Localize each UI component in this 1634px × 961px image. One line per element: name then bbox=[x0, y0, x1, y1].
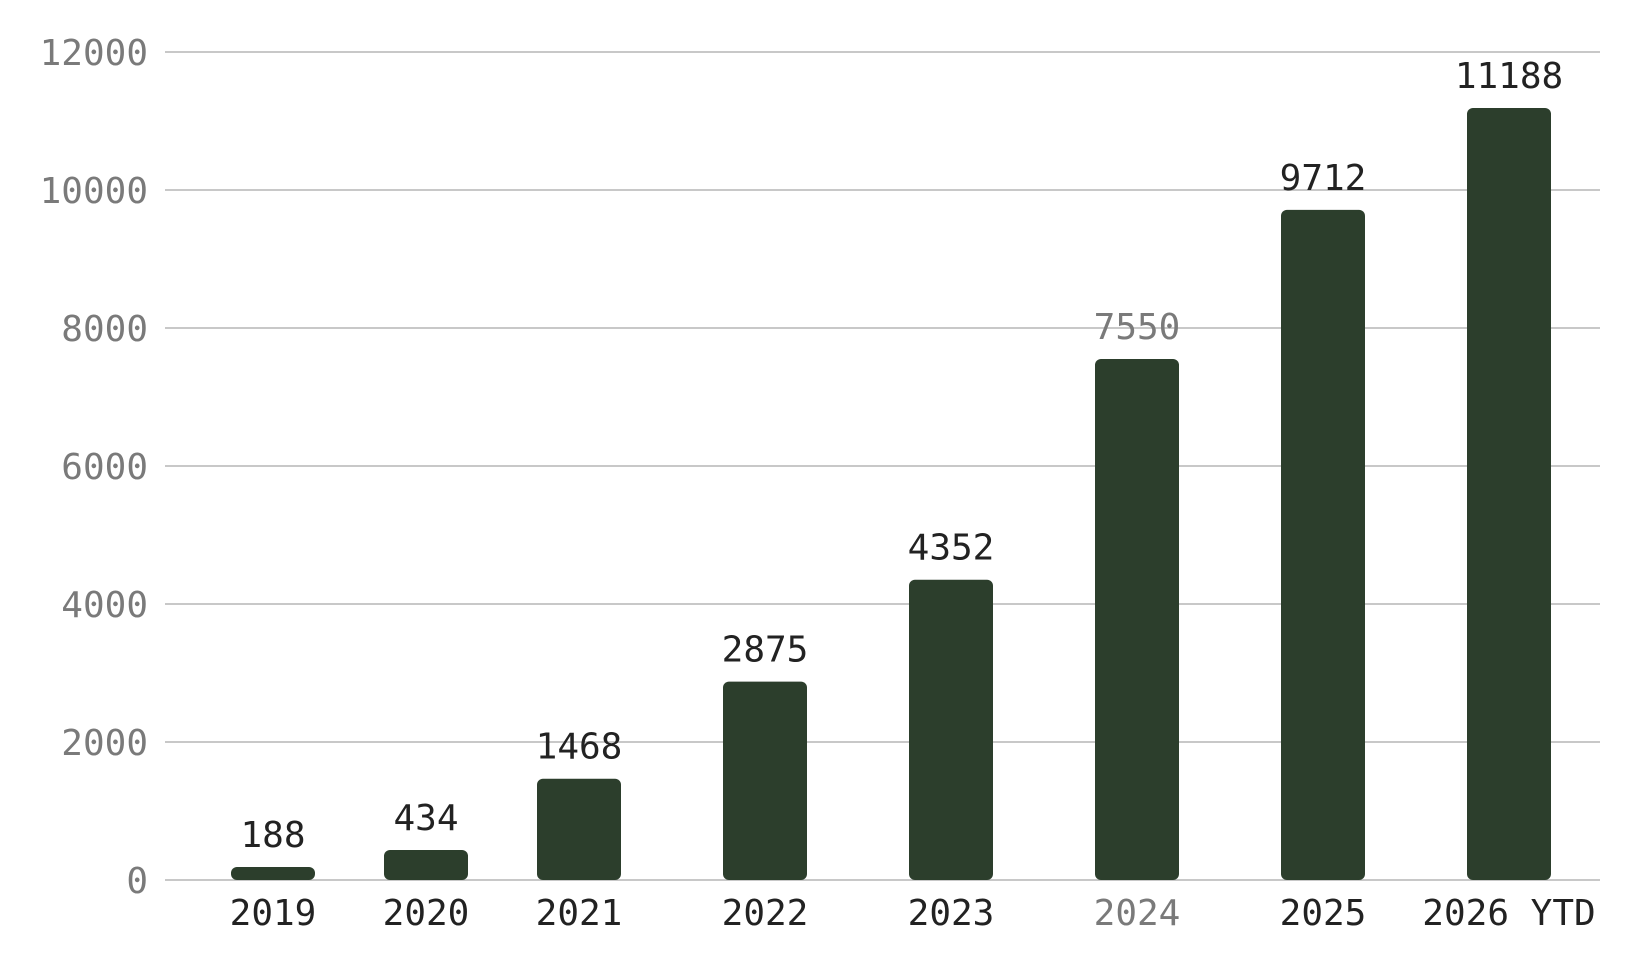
y-tick-label: 4000 bbox=[61, 585, 148, 626]
bar-2023 bbox=[909, 579, 993, 880]
data-label: 1468 bbox=[536, 727, 623, 768]
data-label: 9712 bbox=[1280, 158, 1367, 199]
x-axis-ticks: 2019 2020 2021 2022 2023 2024 2025 2026 YTD bbox=[230, 893, 1596, 934]
bar-2020 bbox=[384, 850, 468, 880]
y-tick-label: 6000 bbox=[61, 447, 148, 488]
x-tick-label: 2026 YTD bbox=[1422, 893, 1595, 934]
bars bbox=[231, 108, 1551, 880]
y-tick-label: 12000 bbox=[40, 33, 148, 74]
y-tick-label: 2000 bbox=[61, 723, 148, 764]
data-label: 11188 bbox=[1455, 56, 1563, 97]
bar-2026-ytd bbox=[1467, 108, 1551, 880]
x-tick-label: 2020 bbox=[383, 893, 470, 934]
data-label: 2875 bbox=[722, 630, 809, 671]
data-label: 434 bbox=[393, 798, 458, 839]
x-tick-label: 2019 bbox=[230, 893, 317, 934]
x-tick-label: 2023 bbox=[908, 893, 995, 934]
bar-2021 bbox=[537, 778, 621, 880]
y-tick-label: 10000 bbox=[40, 171, 148, 212]
bar-2025 bbox=[1281, 209, 1365, 880]
x-tick-label: 2022 bbox=[722, 893, 809, 934]
data-labels: 188 434 1468 2875 4352 7550 9712 11188 bbox=[240, 56, 1563, 856]
data-label: 7550 bbox=[1094, 307, 1181, 348]
data-label: 4352 bbox=[908, 528, 995, 569]
bar-2019 bbox=[231, 867, 315, 880]
x-tick-label: 2021 bbox=[536, 893, 623, 934]
x-tick-label: 2024 bbox=[1094, 893, 1181, 934]
y-tick-label: 0 bbox=[126, 861, 148, 902]
bar-2024 bbox=[1095, 359, 1179, 880]
x-tick-label: 2025 bbox=[1280, 893, 1367, 934]
bar-2022 bbox=[723, 681, 807, 880]
y-tick-label: 8000 bbox=[61, 309, 148, 350]
y-axis-ticks: 0 2000 4000 6000 8000 10000 12000 bbox=[40, 33, 148, 902]
grid-lines bbox=[165, 51, 1600, 881]
data-label: 188 bbox=[240, 815, 305, 856]
